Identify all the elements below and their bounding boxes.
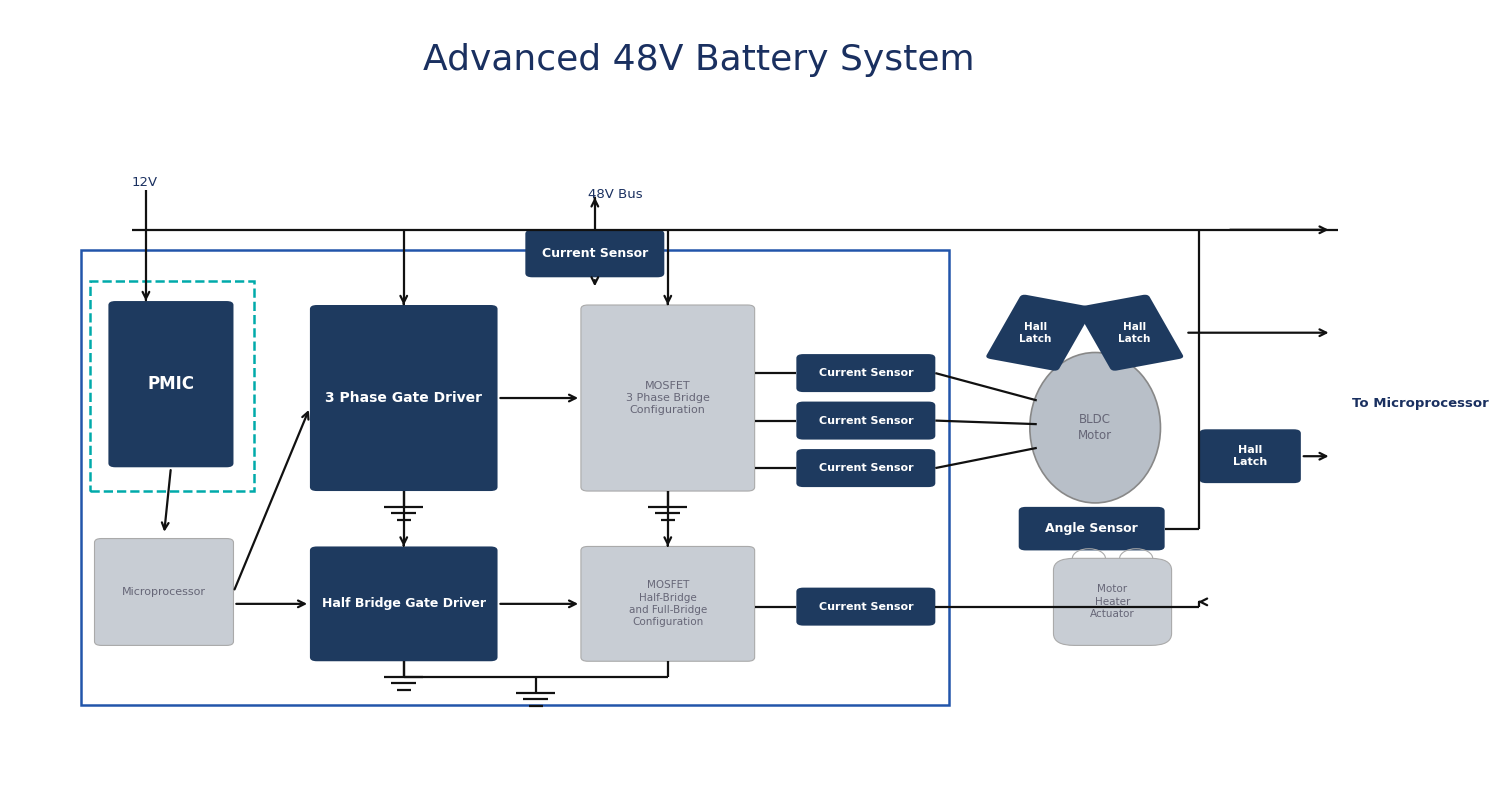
FancyBboxPatch shape	[796, 354, 936, 392]
FancyBboxPatch shape	[1077, 294, 1184, 370]
Text: BLDC
Motor: BLDC Motor	[1078, 414, 1112, 442]
FancyBboxPatch shape	[525, 230, 664, 278]
Text: Current Sensor: Current Sensor	[819, 368, 914, 378]
FancyBboxPatch shape	[108, 301, 234, 467]
FancyBboxPatch shape	[987, 294, 1094, 370]
Text: Current Sensor: Current Sensor	[819, 602, 914, 612]
FancyBboxPatch shape	[310, 305, 498, 491]
Text: 12V: 12V	[132, 176, 158, 189]
Text: Advanced 48V Battery System: Advanced 48V Battery System	[423, 42, 975, 77]
Text: Current Sensor: Current Sensor	[819, 463, 914, 473]
FancyBboxPatch shape	[310, 546, 498, 662]
Ellipse shape	[1030, 353, 1161, 503]
FancyBboxPatch shape	[796, 588, 936, 626]
Text: To Microprocessor: To Microprocessor	[1353, 398, 1490, 410]
Text: Angle Sensor: Angle Sensor	[1046, 522, 1138, 535]
Text: Motor
Heater
Actuator: Motor Heater Actuator	[1090, 585, 1136, 619]
Text: Hall
Latch: Hall Latch	[1118, 322, 1150, 344]
Text: 48V Bus: 48V Bus	[588, 188, 642, 201]
Text: Half Bridge Gate Driver: Half Bridge Gate Driver	[321, 598, 486, 610]
Text: MOSFET
3 Phase Bridge
Configuration: MOSFET 3 Phase Bridge Configuration	[626, 381, 710, 415]
FancyBboxPatch shape	[796, 402, 936, 439]
FancyBboxPatch shape	[94, 538, 234, 646]
FancyBboxPatch shape	[580, 305, 754, 491]
Bar	[81, 250, 949, 705]
Text: Microprocessor: Microprocessor	[122, 587, 206, 597]
FancyBboxPatch shape	[1019, 507, 1164, 550]
Text: Current Sensor: Current Sensor	[542, 247, 648, 260]
Text: 3 Phase Gate Driver: 3 Phase Gate Driver	[326, 391, 482, 405]
Bar	[90, 282, 255, 491]
Text: Current Sensor: Current Sensor	[819, 415, 914, 426]
Text: Hall
Latch: Hall Latch	[1019, 322, 1052, 344]
FancyBboxPatch shape	[1053, 558, 1172, 646]
Text: PMIC: PMIC	[147, 375, 195, 393]
FancyBboxPatch shape	[1200, 430, 1300, 483]
Text: MOSFET
Half-Bridge
and Full-Bridge
Configuration: MOSFET Half-Bridge and Full-Bridge Confi…	[628, 580, 706, 627]
Text: Hall
Latch: Hall Latch	[1233, 445, 1268, 467]
FancyBboxPatch shape	[796, 449, 936, 487]
FancyBboxPatch shape	[580, 546, 754, 662]
